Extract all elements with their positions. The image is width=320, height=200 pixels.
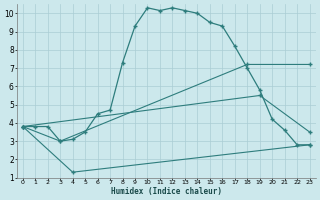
- X-axis label: Humidex (Indice chaleur): Humidex (Indice chaleur): [111, 187, 222, 196]
